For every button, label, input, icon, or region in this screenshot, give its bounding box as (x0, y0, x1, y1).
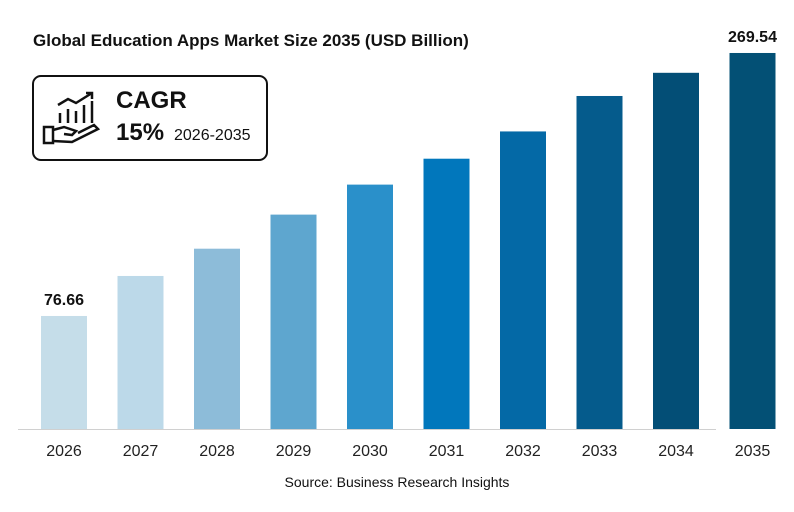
cagr-range: 2026-2035 (174, 127, 251, 144)
bar-2035 (729, 52, 776, 429)
cagr-box: CAGR 15% 2026-2035 (32, 75, 268, 161)
x-tick-label: 2027 (123, 443, 159, 460)
x-tick-label: 2035 (735, 443, 771, 460)
x-tick-label: 2030 (352, 443, 388, 460)
x-tick-label: 2028 (199, 443, 235, 460)
cagr-label: CAGR (116, 87, 187, 114)
x-tick-label: 2033 (582, 443, 618, 460)
data-label: 269.54 (728, 29, 777, 46)
growth-hand-icon (42, 91, 101, 145)
x-tick-label: 2029 (276, 443, 312, 460)
x-tick-label: 2034 (658, 443, 694, 460)
bar-2027 (117, 275, 164, 429)
bar-2028 (194, 248, 240, 429)
bar-2026 (41, 315, 87, 429)
bar-2029 (270, 214, 317, 429)
cagr-value: 15% (116, 119, 165, 146)
bar-2033 (576, 95, 623, 429)
bar-2034 (653, 72, 699, 430)
x-tick-label: 2031 (429, 443, 465, 460)
bar-2030 (347, 184, 393, 429)
bar-2032 (500, 131, 546, 430)
bar-2031 (423, 158, 470, 429)
source-note: Source: Business Research Insights (284, 474, 510, 490)
x-tick-label: 2032 (505, 443, 541, 460)
x-tick-label: 2026 (46, 443, 82, 460)
data-label: 76.66 (44, 292, 84, 309)
chart-title: Global Education Apps Market Size 2035 (… (33, 31, 469, 50)
